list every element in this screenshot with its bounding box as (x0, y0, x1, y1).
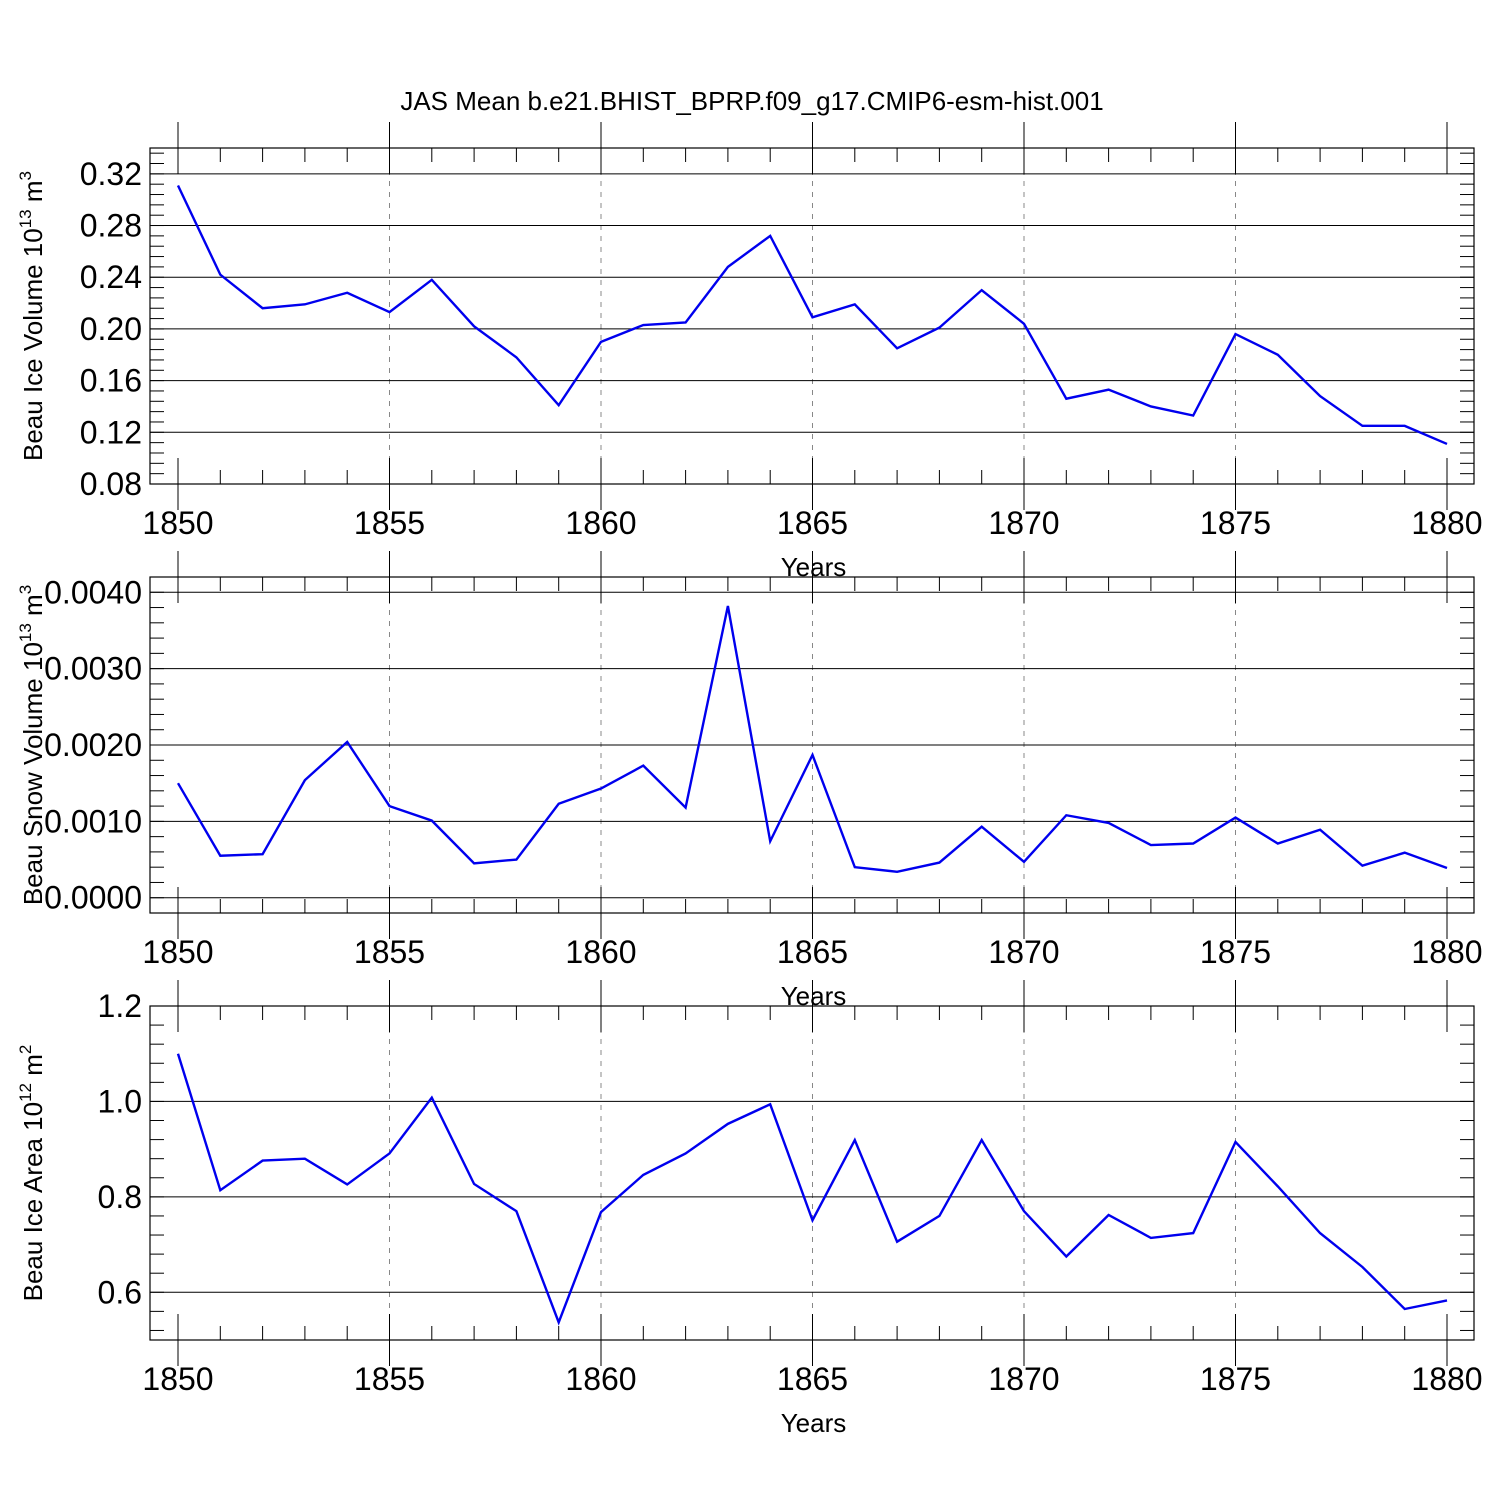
x-tick-label: 1855 (354, 505, 425, 541)
y-tick-label: 0.20 (80, 311, 142, 347)
x-tick-label: 1875 (1200, 505, 1271, 541)
x-tick-label: 1865 (777, 505, 848, 541)
data-series-line (176, 184, 1448, 446)
x-tick-label: 1880 (1411, 505, 1482, 541)
y-tick-label: 0.6 (98, 1274, 142, 1310)
panel-snow-volume: 1850 1855 1860 1865 1870 1875 1880 0.0000 0.0010… (16, 551, 1483, 1011)
x-tick-label: 1865 (777, 934, 848, 970)
y-tick-label: 0.0020 (44, 727, 142, 763)
x-tick-label: 1860 (565, 1361, 636, 1397)
y-tick-label: 0.28 (80, 208, 142, 244)
y-axis-label: Beau Ice Volume 1013 m3 (16, 171, 48, 461)
y-axis-label: Beau Snow Volume 1013 m3 (16, 585, 48, 905)
x-tick-label: 1880 (1411, 1361, 1482, 1397)
y-tick-label: 0.08 (80, 466, 142, 502)
x-tick-label: 1865 (777, 1361, 848, 1397)
x-tick-label: 1850 (142, 934, 213, 970)
x-axis-label: Years (781, 1408, 847, 1438)
x-tick-label: 1870 (988, 934, 1059, 970)
y-axis-label: Beau Ice Area 1012 m2 (16, 1045, 48, 1302)
x-tick-label: 1875 (1200, 1361, 1271, 1397)
panel-ice-volume: 1850 1855 1860 1865 1870 1875 1880 0.08 0.12 0.16… (16, 122, 1483, 582)
x-tick-label: 1860 (565, 934, 636, 970)
y-tick-label: 0.0000 (44, 880, 142, 916)
chart-title: JAS Mean b.e21.BHIST_BPRP.f09_g17.CMIP6-… (400, 86, 1103, 116)
x-tick-label: 1850 (142, 1361, 213, 1397)
y-tick-label: 0.0010 (44, 803, 142, 839)
y-tick-label: 1.0 (98, 1083, 142, 1119)
x-tick-label: 1855 (354, 934, 425, 970)
x-tick-label: 1870 (988, 1361, 1059, 1397)
x-tick-label: 1850 (142, 505, 213, 541)
y-tick-label: 0.32 (80, 156, 142, 192)
data-series-line (176, 1053, 1448, 1326)
y-tick-label: 0.24 (80, 259, 142, 295)
x-tick-label: 1860 (565, 505, 636, 541)
panel-ice-area: 1850 1855 1860 1865 1870 1875 1880 0.6 0.8 1.0 1.2… (16, 980, 1483, 1438)
y-tick-label: 0.0030 (44, 651, 142, 687)
data-series-line (176, 605, 1448, 873)
y-tick-label: 0.8 (98, 1179, 142, 1215)
x-tick-label: 1855 (354, 1361, 425, 1397)
y-tick-label: 0.12 (80, 414, 142, 450)
y-tick-label: 1.2 (98, 988, 142, 1024)
x-tick-label: 1875 (1200, 934, 1271, 970)
y-tick-label: 0.16 (80, 363, 142, 399)
y-tick-label: 0.0040 (44, 574, 142, 610)
x-tick-label: 1870 (988, 505, 1059, 541)
x-tick-label: 1880 (1411, 934, 1482, 970)
